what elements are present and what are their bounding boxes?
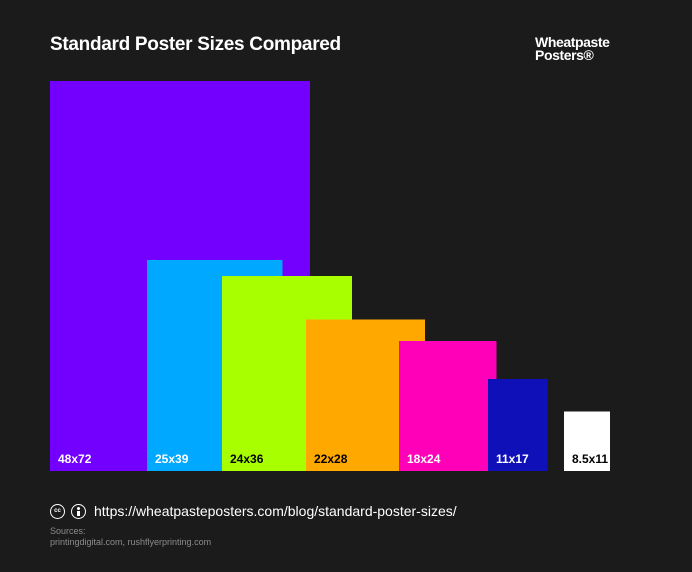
creative-commons-icon: cc (50, 503, 65, 519)
source-url-link[interactable]: https://wheatpasteposters.com/blog/stand… (94, 503, 457, 519)
poster-label-24x36: 24x36 (230, 452, 264, 466)
poster-rect-11x17 (488, 378, 548, 471)
brand-logo-line2: Posters® (535, 47, 594, 63)
sources-label: Sources: (50, 526, 86, 536)
poster-label-25x39: 25x39 (155, 452, 189, 466)
poster-label-48x72: 48x72 (58, 452, 92, 466)
poster-rect-18x24 (399, 341, 497, 471)
poster-label-8.5x11: 8.5x11 (572, 452, 608, 466)
poster-label-11x17: 11x17 (496, 452, 529, 466)
footer-link-row: cc https://wheatpasteposters.com/blog/st… (50, 503, 457, 519)
poster-label-18x24: 18x24 (407, 452, 441, 466)
sources-text: printingdigital.com, rushflyerprinting.c… (50, 537, 212, 547)
poster-rect-8.5x11 (564, 411, 611, 471)
brand-logo-line1: Wheatpaste (535, 34, 610, 50)
attribution-icon (71, 503, 86, 519)
sources-note: Sources: printingdigital.com, rushflyerp… (50, 526, 211, 548)
brand-logo: Wheatpaste Posters® (535, 34, 655, 63)
poster-label-22x28: 22x28 (314, 452, 348, 466)
chart-title: Standard Poster Sizes Compared (50, 34, 341, 55)
